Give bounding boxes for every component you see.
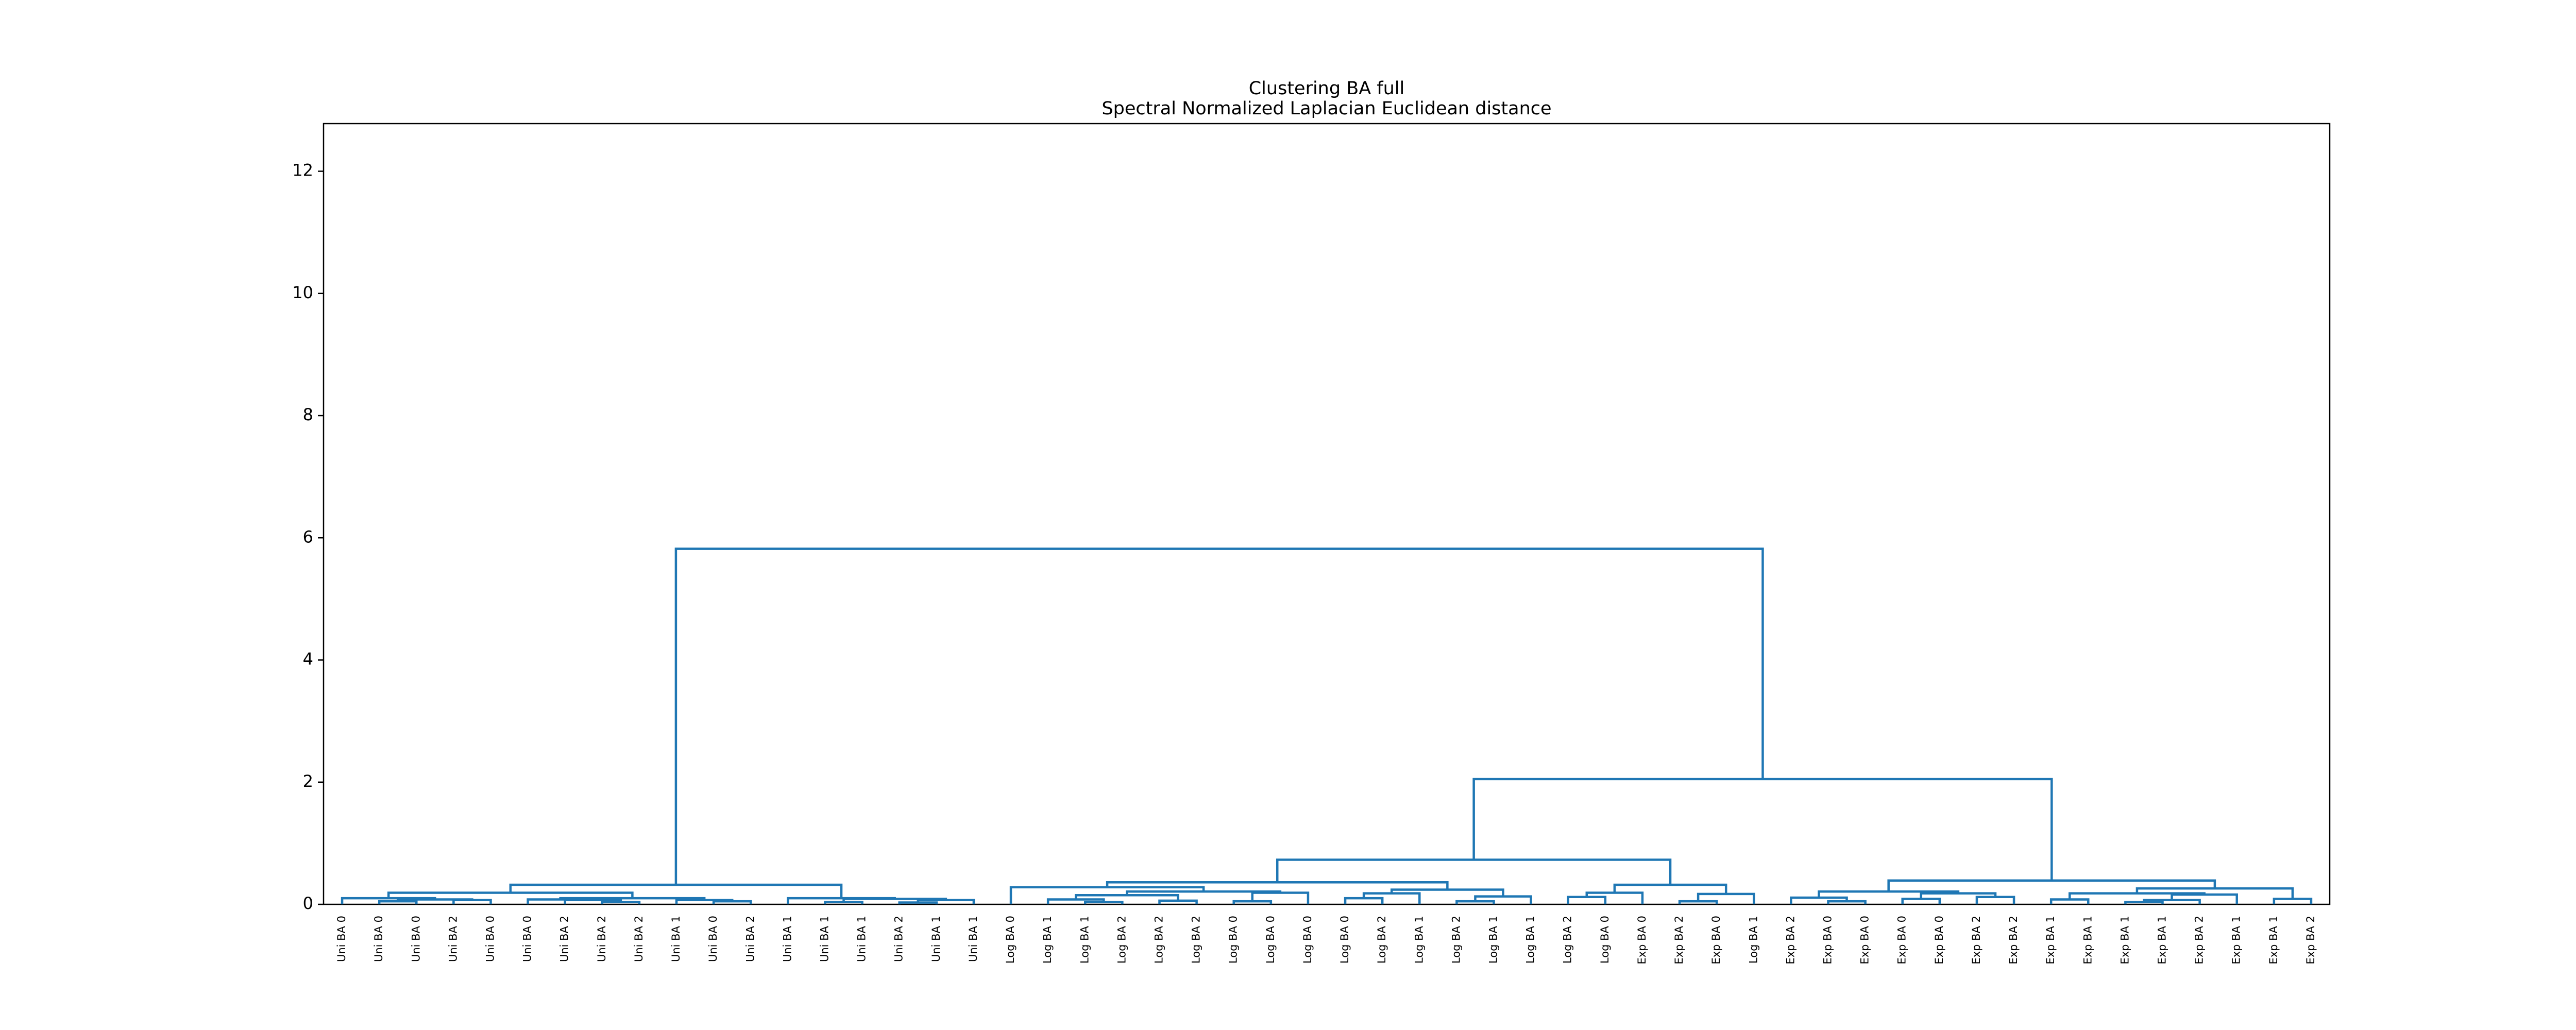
leaf-label: Uni BA 2 (447, 916, 459, 962)
leaf-label: Log BA 2 (1153, 916, 1165, 964)
leaf-label: Uni BA 1 (856, 916, 868, 962)
dendrogram-link (1084, 901, 1124, 904)
dendrogram-link (1678, 900, 1718, 904)
dendrogram-link (1075, 894, 1179, 901)
dendrogram-link (452, 899, 492, 904)
leaf-label: Log BA 2 (1190, 916, 1202, 964)
leaf-label: Uni BA 1 (819, 916, 831, 962)
leaf-label: Exp BA 1 (2156, 916, 2168, 965)
leaf-label: Exp BA 2 (1673, 916, 1685, 965)
dendrogram-link (1827, 900, 1867, 904)
dendrogram-link (917, 899, 975, 904)
leaf-label: Exp BA 0 (1822, 916, 1834, 965)
leaf-label: Exp BA 2 (2193, 916, 2206, 965)
leaf-label: Uni BA 2 (558, 916, 571, 962)
dendrogram-link (1474, 895, 1532, 904)
leaf-label: Exp BA 0 (1896, 916, 1908, 965)
leaf-label: Log BA 2 (1115, 916, 1128, 964)
y-tick-label: 12 (292, 161, 313, 180)
dendrogram-link (1126, 890, 1282, 896)
dendrogram-link (1344, 897, 1384, 904)
y-tick-label: 6 (303, 527, 313, 546)
leaf-label: Exp BA 0 (1636, 916, 1648, 965)
leaf-label: Uni BA 1 (670, 916, 682, 962)
dendrogram-link (378, 900, 418, 904)
y-tick-label: 2 (303, 771, 313, 791)
dendrogram-link (2124, 901, 2164, 904)
leaf-label: Log BA 1 (1487, 916, 1500, 964)
leaf-label: Exp BA 2 (1970, 916, 1982, 965)
leaf-label: Log BA 0 (1599, 916, 1611, 964)
chart-title: Clustering BA full (1249, 78, 1405, 99)
dendrogram-link (2136, 887, 2294, 899)
leaf-label: Log BA 1 (1413, 916, 1425, 964)
leaf-label: Log BA 2 (1562, 916, 1574, 964)
dendrogram-link (601, 901, 641, 904)
leaf-label: Uni BA 0 (335, 916, 348, 962)
dendrogram-link (1887, 879, 2216, 892)
leaf-label: Exp BA 2 (1784, 916, 1797, 965)
leaf-label: Uni BA 2 (744, 916, 756, 962)
leaf-label: Exp BA 0 (1710, 916, 1722, 965)
leaf-label: Log BA 0 (1227, 916, 1240, 964)
leaf-label: Exp BA 1 (2044, 916, 2057, 965)
leaf-label: Uni BA 1 (930, 916, 942, 962)
leaf-label: Log BA 0 (1004, 916, 1016, 964)
chart-subtitle: Spectral Normalized Laplacian Euclidean … (1101, 98, 1551, 119)
dendrogram-link (1276, 859, 1672, 885)
leaf-label: Log BA 1 (1078, 916, 1091, 964)
dendrogram-link (787, 897, 896, 904)
dendrogram-link (1818, 890, 1960, 898)
leaf-label: Uni BA 1 (781, 916, 793, 962)
leaf-label: Log BA 0 (1338, 916, 1351, 964)
leaf-label: Uni BA 0 (372, 916, 385, 962)
dendrogram-link (2068, 892, 2206, 900)
leaf-label: Uni BA 0 (707, 916, 719, 962)
y-tick-label: 8 (303, 405, 313, 424)
leaf-label: Uni BA 1 (967, 916, 979, 962)
dendrogram-link (1567, 896, 1607, 904)
dendrogram-link (559, 897, 706, 900)
leaf-label: Exp BA 0 (1859, 916, 1871, 965)
leaf-label: Uni BA 2 (633, 916, 645, 962)
dendrogram-link (1455, 900, 1495, 904)
dendrogram-link (2143, 899, 2201, 904)
dendrogram-link (712, 900, 752, 904)
leaf-label: Exp BA 1 (2119, 916, 2131, 965)
leaf-label: Exp BA 2 (2304, 916, 2317, 965)
dendrogram-link (1009, 886, 1205, 904)
leaf-label: Uni BA 0 (410, 916, 422, 962)
y-tick-label: 4 (303, 649, 313, 669)
dendrogram-link (341, 897, 436, 904)
dendrogram-link (824, 901, 863, 904)
leaf-label: Log BA 1 (1524, 916, 1537, 964)
y-tick-label: 0 (303, 894, 313, 913)
leaf-label: Log BA 2 (1450, 916, 1462, 964)
leaf-label: Log BA 0 (1301, 916, 1314, 964)
dendrogram-link (674, 547, 1764, 885)
y-tick-label: 10 (292, 283, 313, 302)
leaf-label: Log BA 0 (1264, 916, 1277, 964)
dendrogram-link (1232, 900, 1273, 904)
dendrogram-link (1975, 896, 2015, 904)
leaf-label: Log BA 2 (1376, 916, 1388, 964)
leaf-label: Exp BA 2 (2007, 916, 2020, 965)
leaf-label: Exp BA 1 (2230, 916, 2243, 965)
leaf-label: Exp BA 1 (2081, 916, 2094, 965)
leaf-label: Uni BA 0 (484, 916, 497, 962)
dendrogram-link (675, 899, 734, 904)
leaf-label: Log BA 1 (1747, 916, 1759, 964)
dendrogram-link (1920, 892, 1997, 899)
leaf-label: Uni BA 0 (521, 916, 534, 962)
leaf-label: Log BA 1 (1041, 916, 1054, 964)
leaf-label: Exp BA 1 (2267, 916, 2280, 965)
leaf-label: Uni BA 2 (596, 916, 608, 962)
leaf-label: Exp BA 0 (1933, 916, 1945, 965)
leaf-label: Uni BA 2 (893, 916, 905, 962)
dendrogram-link (1106, 881, 1449, 890)
dendrogram-link (1362, 892, 1421, 904)
plot-frame (323, 123, 2331, 905)
